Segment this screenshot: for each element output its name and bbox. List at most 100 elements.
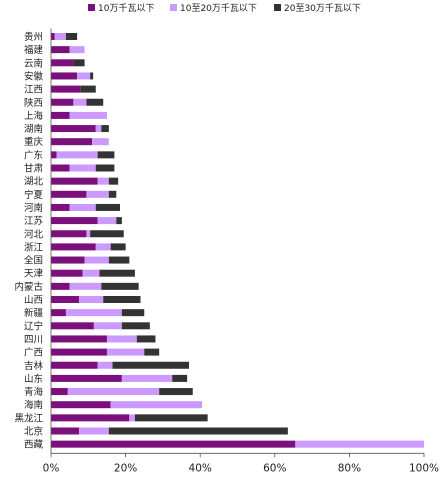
bar-segment-series-1 [51, 138, 93, 146]
bar-segment-series-3 [144, 348, 160, 356]
category-label: 内蒙古 [14, 281, 43, 293]
bar-segment-series-3 [90, 72, 94, 80]
category-label: 重庆 [24, 136, 44, 148]
bar-segment-series-2 [69, 46, 85, 54]
legend-label: 10万千瓦以下 [98, 3, 154, 14]
bar-segment-series-1 [51, 427, 79, 435]
category-label: 湖南 [24, 123, 43, 135]
bar-segment-series-1 [51, 414, 130, 422]
bar-segment-series-2 [86, 230, 91, 238]
bar-segment-series-1 [51, 33, 55, 40]
bar-segment-series-3 [172, 374, 188, 382]
bar-segment-series-2 [93, 322, 122, 330]
bar-segment-series-3 [101, 125, 109, 133]
category-label: 甘肃 [24, 163, 43, 175]
bar-segment-series-3 [116, 217, 122, 225]
bar-segment-series-3 [112, 361, 190, 369]
bar-segment-series-2 [97, 217, 117, 225]
bar-segment-series-2 [92, 138, 109, 146]
bar-segment-series-2 [97, 177, 109, 185]
category-label: 吉林 [24, 360, 44, 372]
category-label: 河北 [24, 228, 44, 240]
category-label: 云南 [24, 57, 43, 69]
bar-segment-series-1 [51, 256, 85, 264]
legend: 10万千瓦以下 10至20万千瓦以下 20至30万千瓦以下 [88, 3, 361, 14]
bar-segment-series-3 [90, 230, 124, 238]
category-label: 湖北 [24, 177, 44, 188]
x-tick-label: 20% [114, 462, 137, 474]
bar-segment-series-3 [97, 151, 115, 159]
category-label: 福建 [24, 44, 44, 56]
bar-segment-series-1 [51, 203, 70, 211]
bar-segment-series-2 [69, 111, 107, 119]
bar-segment-series-1 [51, 335, 107, 343]
bar-segment-series-1 [51, 296, 79, 303]
bar-segment-series-1 [51, 177, 98, 185]
category-label: 宁夏 [24, 189, 44, 201]
category-label: 安徽 [24, 70, 44, 82]
bar-segment-series-3 [99, 269, 135, 277]
bar-segment-series-1 [51, 243, 96, 251]
bar-segment-series-3 [108, 256, 130, 264]
bar-segment-series-3 [95, 164, 115, 172]
bar-segment-series-1 [51, 151, 57, 159]
legend-label: 20至30万千瓦以下 [284, 3, 361, 14]
x-tick-label: 100% [409, 462, 439, 474]
bar-segment-series-1 [51, 282, 70, 290]
bar-segment-series-3 [86, 98, 104, 106]
bars [51, 33, 424, 448]
bar-segment-series-3 [101, 282, 139, 290]
bar-segment-series-3 [108, 190, 117, 198]
bar-segment-series-3 [136, 335, 156, 343]
legend-swatch [88, 4, 95, 11]
bar-segment-series-3 [108, 177, 119, 185]
bar-segment-series-3 [108, 427, 288, 435]
bar-segment-series-1 [51, 164, 70, 172]
bar-segment-series-1 [51, 111, 70, 119]
x-tick-label: 40% [189, 462, 212, 474]
bar-segment-series-3 [159, 388, 193, 396]
bar-segment-series-2 [78, 296, 104, 303]
category-label: 天津 [24, 269, 44, 280]
category-label: 辽宁 [24, 320, 43, 332]
bar-segment-series-3 [65, 33, 78, 40]
bar-segment-series-1 [51, 322, 94, 330]
bar-segment-series-1 [51, 217, 98, 225]
category-label: 青海 [24, 386, 44, 398]
x-tick-label: 60% [263, 462, 286, 474]
category-label: 西藏 [24, 439, 44, 451]
category-label: 四川 [24, 334, 43, 345]
bar-segment-series-1 [51, 46, 70, 54]
bar-segment-series-1 [51, 269, 83, 277]
bar-segment-series-1 [51, 85, 81, 93]
bar-segment-series-2 [95, 243, 111, 251]
category-label: 海南 [24, 399, 43, 411]
bar-segment-series-2 [67, 388, 160, 396]
bar-segment-series-2 [106, 348, 145, 356]
bar-segment-series-2 [56, 151, 98, 159]
bar-segment-series-1 [51, 309, 66, 317]
bar-segment-series-1 [51, 230, 87, 238]
bar-segment-series-2 [69, 203, 96, 211]
bar-segment-series-3 [121, 309, 145, 317]
category-label: 江苏 [24, 215, 44, 227]
bar-segment-series-1 [51, 125, 96, 133]
category-label: 浙江 [24, 241, 44, 253]
axes: 贵州福建云南安徽江西陕西上海湖南重庆广东甘肃湖北宁夏河南江苏河北浙江全国天津内蒙… [14, 28, 439, 474]
bar-segment-series-1 [51, 374, 122, 382]
legend-swatch [274, 4, 281, 11]
bar-segment-series-3 [134, 414, 208, 422]
category-label: 山东 [24, 373, 43, 385]
category-label: 江西 [24, 85, 43, 96]
bar-segment-series-1 [51, 388, 68, 396]
category-label: 贵州 [24, 31, 43, 43]
bar-segment-series-2 [106, 335, 137, 343]
bar-segment-series-3 [80, 85, 96, 93]
bar-segment-series-2 [73, 98, 87, 106]
bar-segment-series-2 [69, 282, 102, 290]
category-label: 陕西 [24, 97, 43, 109]
bar-segment-series-2 [69, 164, 96, 172]
bar-segment-series-1 [51, 72, 78, 80]
bar-segment-series-1 [51, 440, 296, 448]
